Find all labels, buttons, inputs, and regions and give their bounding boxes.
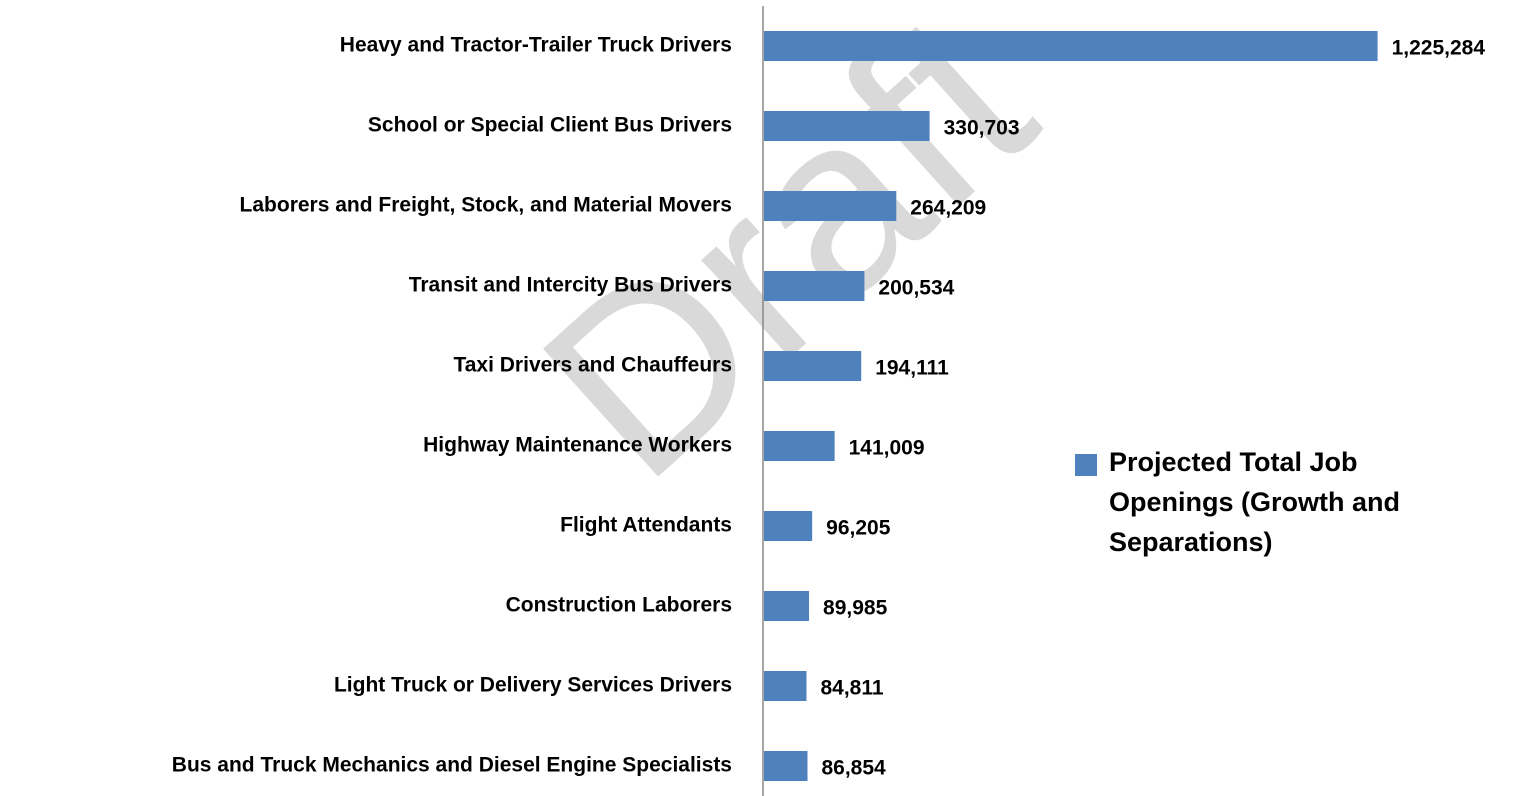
- data-label: 86,854: [821, 757, 886, 780]
- bar: [764, 511, 813, 541]
- category-label: School or Special Client Bus Drivers: [368, 114, 732, 137]
- data-label: 200,534: [878, 277, 954, 300]
- category-label: Light Truck or Delivery Services Drivers: [334, 674, 732, 697]
- data-label: 96,205: [826, 517, 891, 540]
- bar: [764, 271, 865, 301]
- data-label: 89,985: [823, 597, 888, 620]
- bar: [764, 751, 808, 781]
- bar: [764, 111, 930, 141]
- legend-label: Projected Total Job Openings (Growth and…: [1109, 447, 1400, 557]
- data-label: 1,225,284: [1392, 37, 1486, 60]
- bar: [764, 591, 810, 621]
- legend-swatch: [1075, 454, 1097, 476]
- data-label: 84,811: [820, 677, 883, 700]
- category-label: Transit and Intercity Bus Drivers: [409, 274, 732, 297]
- category-label: Construction Laborers: [506, 594, 732, 617]
- category-label: Taxi Drivers and Chauffeurs: [453, 354, 732, 377]
- category-label: Flight Attendants: [560, 514, 732, 537]
- category-label: Heavy and Tractor-Trailer Truck Drivers: [340, 34, 732, 57]
- category-label: Bus and Truck Mechanics and Diesel Engin…: [172, 754, 732, 777]
- legend: Projected Total Job Openings (Growth and…: [1075, 442, 1435, 562]
- data-label: 330,703: [944, 117, 1020, 140]
- bar: [764, 31, 1378, 61]
- category-label: Highway Maintenance Workers: [423, 434, 732, 457]
- data-label: 141,009: [849, 437, 925, 460]
- bar: [764, 351, 862, 381]
- category-label: Laborers and Freight, Stock, and Materia…: [240, 194, 732, 217]
- bar: [764, 191, 897, 221]
- data-label: 264,209: [910, 197, 986, 220]
- bar: [764, 671, 807, 701]
- data-label: 194,111: [875, 357, 949, 380]
- bar: [764, 431, 835, 461]
